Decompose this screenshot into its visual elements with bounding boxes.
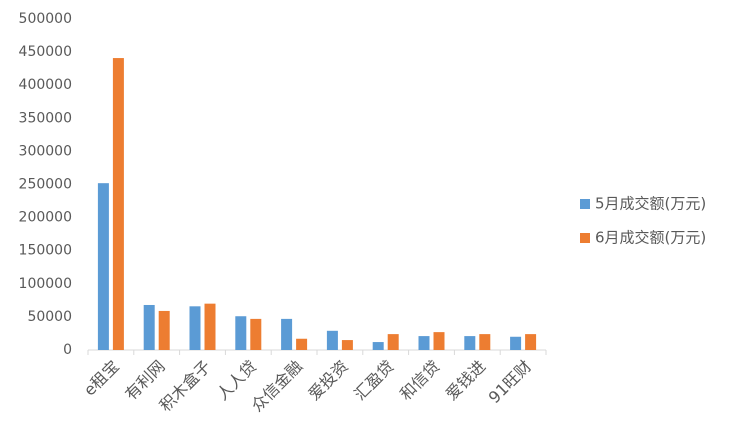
y-tick-label: 150000 (19, 243, 72, 259)
bar (341, 340, 353, 350)
x-tick-label: 汇盈贷 (350, 357, 397, 404)
bar (433, 332, 445, 350)
bar (158, 310, 170, 350)
bar (525, 334, 537, 350)
legend-swatch (580, 233, 590, 243)
legend-label: 6月成交额(万元) (595, 229, 706, 247)
y-tick-label: 0 (63, 342, 72, 358)
bar (372, 342, 384, 350)
bar (479, 334, 491, 350)
bar (510, 336, 522, 350)
x-tick-label: 和信贷 (396, 357, 443, 404)
y-tick-label: 300000 (19, 143, 72, 159)
y-tick-label: 50000 (27, 309, 72, 325)
x-tick-label: 91旺财 (485, 357, 535, 407)
x-tick-label: e租宝 (80, 357, 123, 400)
y-tick-label: 500000 (19, 11, 72, 27)
y-tick-label: 100000 (19, 276, 72, 292)
x-tick-label: 爱钱进 (442, 357, 489, 404)
y-tick-label: 350000 (19, 110, 72, 126)
x-tick-label: 众信金融 (247, 357, 306, 416)
bar (250, 318, 262, 350)
bar (235, 316, 247, 350)
bar (296, 338, 308, 350)
bar (189, 306, 201, 350)
legend-label: 5月成交额(万元) (595, 195, 706, 213)
x-tick-label: 积木盒子 (156, 357, 215, 416)
y-tick-label: 450000 (19, 44, 72, 60)
bar (387, 334, 399, 350)
bar (326, 330, 338, 350)
bar (464, 336, 476, 350)
bar (97, 183, 109, 350)
bar (112, 58, 124, 351)
bar (418, 336, 430, 350)
y-tick-label: 200000 (19, 210, 72, 226)
x-tick-label: 爱投资 (305, 357, 352, 404)
y-tick-label: 400000 (19, 77, 72, 93)
y-tick-label: 250000 (19, 177, 72, 193)
bar (143, 304, 155, 350)
bar (204, 303, 216, 350)
legend-swatch (580, 199, 590, 209)
bar (281, 318, 293, 350)
